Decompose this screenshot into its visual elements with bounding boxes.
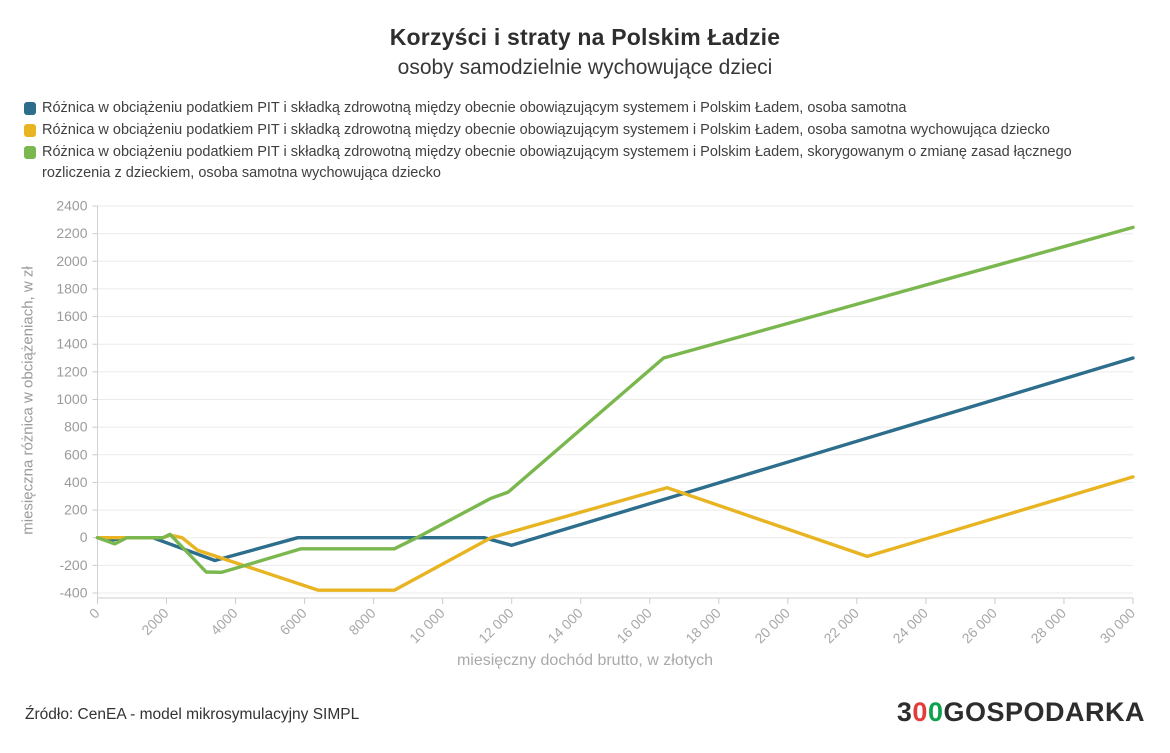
svg-text:600: 600 [64, 446, 88, 462]
chart-subtitle: osoby samodzielnie wychowujące dzieci [397, 56, 773, 79]
svg-text:0: 0 [80, 529, 88, 545]
legend-item-blue: Różnica w obciążeniu podatkiem PIT i skł… [24, 98, 1134, 119]
source-note: Źródło: CenEA - model mikrosymulacyjny S… [25, 706, 360, 723]
legend-item-yellow: Różnica w obciążeniu podatkiem PIT i skł… [24, 120, 1134, 141]
svg-text:2400: 2400 [56, 198, 87, 214]
svg-text:400: 400 [64, 474, 88, 490]
legend-swatch [24, 146, 36, 159]
svg-text:800: 800 [64, 419, 88, 435]
logo-zero-green: 0 [927, 697, 944, 727]
svg-text:8000: 8000 [345, 605, 378, 638]
chart-legend: Różnica w obciążeniu podatkiem PIT i skł… [24, 98, 1134, 185]
x-axis-title: miesięczny dochód brutto, w złotych [456, 652, 714, 669]
legend-label: Różnica w obciążeniu podatkiem PIT i skł… [42, 144, 1072, 181]
legend-label: Różnica w obciążeniu podatkiem PIT i skł… [42, 100, 907, 116]
svg-text:6000: 6000 [276, 605, 309, 638]
svg-text:4000: 4000 [207, 605, 240, 638]
svg-text:2000: 2000 [138, 605, 171, 638]
svg-text:24 000: 24 000 [889, 605, 931, 647]
svg-text:10 000: 10 000 [406, 605, 448, 647]
legend-label: Różnica w obciążeniu podatkiem PIT i skł… [42, 122, 1050, 138]
svg-text:2200: 2200 [56, 225, 87, 241]
logo-digit-3: 3 [896, 697, 913, 727]
svg-text:18 000: 18 000 [682, 605, 724, 647]
chart-title: Korzyści i straty na Polskim Ładzie [389, 24, 781, 50]
svg-text:28 000: 28 000 [1027, 605, 1069, 647]
legend-swatch [24, 102, 36, 115]
svg-text:-400: -400 [59, 585, 87, 601]
svg-text:1400: 1400 [56, 336, 87, 352]
brand-logo: 300GOSPODARKA [897, 697, 1145, 728]
svg-text:1600: 1600 [56, 308, 87, 324]
svg-text:200: 200 [64, 502, 88, 518]
svg-text:16 000: 16 000 [613, 605, 655, 647]
svg-text:20 000: 20 000 [751, 605, 793, 647]
svg-text:-200: -200 [59, 557, 87, 573]
svg-text:14 000: 14 000 [544, 605, 586, 647]
logo-wordmark: GOSPODARKA [943, 697, 1145, 727]
svg-text:22 000: 22 000 [820, 605, 862, 647]
svg-text:2000: 2000 [56, 253, 87, 269]
svg-text:1800: 1800 [56, 280, 87, 296]
legend-item-green: Różnica w obciążeniu podatkiem PIT i skł… [24, 142, 1134, 184]
svg-text:1000: 1000 [56, 391, 87, 407]
legend-swatch [24, 124, 36, 137]
svg-text:30 000: 30 000 [1097, 605, 1139, 647]
svg-text:0: 0 [86, 605, 103, 622]
svg-text:12 000: 12 000 [475, 605, 517, 647]
logo-zero-red: 0 [912, 697, 928, 727]
svg-text:26 000: 26 000 [958, 605, 1000, 647]
svg-text:1200: 1200 [56, 363, 87, 379]
